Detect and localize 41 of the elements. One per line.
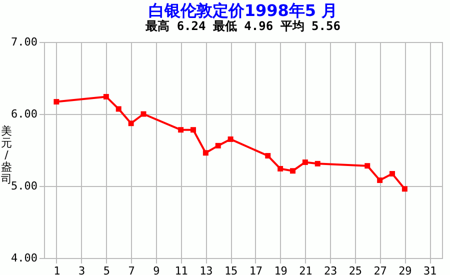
x-tick-label: 11 bbox=[174, 264, 188, 275]
point bbox=[278, 166, 284, 172]
point bbox=[290, 168, 296, 174]
point bbox=[364, 163, 370, 169]
x-tick-label: 5 bbox=[103, 264, 110, 275]
point bbox=[302, 160, 308, 165]
x-tick-label: 21 bbox=[299, 264, 312, 275]
point bbox=[265, 153, 271, 158]
x-tick-label: 13 bbox=[200, 264, 213, 275]
point bbox=[402, 186, 408, 192]
y-axis-title: 美元/盎司 bbox=[1, 124, 12, 186]
x-tick-label: 19 bbox=[274, 264, 288, 275]
y-tick-label: 5.00 bbox=[11, 180, 38, 192]
chart-subtitle: 最高 6.24 最低 4.96 平均 5.56 bbox=[144, 19, 340, 33]
y-tick-label: 6.00 bbox=[11, 108, 38, 120]
x-tick-label: 7 bbox=[128, 264, 135, 275]
y-tick-label: 4.00 bbox=[11, 252, 38, 264]
x-tick-label: 3 bbox=[78, 264, 86, 275]
point bbox=[390, 171, 395, 176]
point bbox=[116, 106, 122, 112]
point bbox=[314, 160, 320, 166]
y-tick-label: 7.00 bbox=[11, 36, 38, 48]
x-tick-label: 23 bbox=[324, 264, 338, 275]
point bbox=[228, 136, 234, 142]
x-tick-label: 25 bbox=[348, 264, 362, 275]
x-tick-label: 29 bbox=[398, 264, 412, 275]
point bbox=[103, 94, 109, 100]
x-tick-label: 17 bbox=[249, 264, 263, 275]
chart-title: 白银伦敦定价1998年5 月 bbox=[148, 1, 338, 20]
point bbox=[178, 127, 184, 133]
point bbox=[215, 142, 221, 148]
x-tick-label: 27 bbox=[374, 264, 387, 275]
point bbox=[202, 150, 208, 156]
point bbox=[377, 178, 383, 183]
x-tick-label: 1 bbox=[54, 264, 60, 275]
point bbox=[190, 127, 196, 133]
point bbox=[54, 99, 60, 104]
x-tick-label: 31 bbox=[423, 264, 437, 275]
point bbox=[128, 120, 134, 126]
x-tick-label: 9 bbox=[153, 264, 160, 275]
x-tick-label: 15 bbox=[224, 264, 238, 275]
